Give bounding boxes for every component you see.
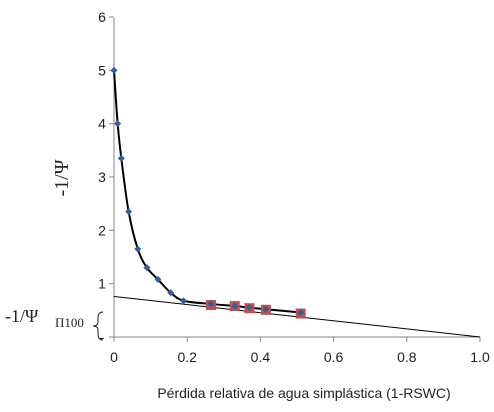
diamond-point: [207, 300, 215, 308]
diamond-point: [134, 245, 142, 253]
y-tick-label: 4: [98, 116, 106, 132]
x-axis-title: Pérdida relativa de agua simplástica (1-…: [157, 385, 450, 401]
y-tick-label: -: [100, 329, 105, 345]
annotation-main: -1/Ψ: [5, 306, 39, 326]
series-diamond-points: [110, 66, 305, 316]
diamond-point: [297, 308, 305, 316]
axes: [113, 18, 480, 338]
diamond-point: [114, 120, 122, 128]
y-tick-label: 3: [98, 169, 106, 185]
y-tick-label: 1: [98, 276, 106, 292]
series-curve: [113, 70, 301, 314]
diamond-point: [245, 304, 253, 312]
intercept-brace: [92, 311, 104, 341]
y-axis-title: -1/Ψ: [51, 159, 73, 196]
diamond-point: [262, 305, 270, 313]
diamond-point: [167, 289, 175, 297]
x-tick-label: 1.0: [470, 349, 490, 365]
y-ticks: - 1 2 3 4 5 6: [98, 9, 114, 345]
curve-group: [113, 70, 301, 314]
diamond-point: [231, 302, 239, 310]
diamond-point: [125, 208, 133, 216]
x-ticks: 0 0.2 0.4 0.6 0.8 1.0: [110, 337, 490, 365]
x-tick-label: 0.8: [397, 349, 417, 365]
x-tick-label: 0: [110, 349, 118, 365]
x-tick-label: 0.6: [324, 349, 344, 365]
diamond-point: [180, 297, 188, 305]
diamond-point: [154, 275, 162, 283]
y-tick-label: 2: [98, 222, 106, 238]
annotation-subscript: Π100: [55, 315, 84, 330]
diamond-point: [110, 66, 118, 74]
x-tick-label: 0.2: [177, 349, 197, 365]
diamond-point: [117, 154, 125, 162]
y-tick-label: 5: [98, 62, 106, 78]
x-tick-label: 0.4: [251, 349, 271, 365]
diamond-point: [143, 264, 151, 272]
intercept-annotation: -1/Ψ Π100: [5, 306, 104, 341]
y-tick-label: 6: [98, 9, 106, 25]
